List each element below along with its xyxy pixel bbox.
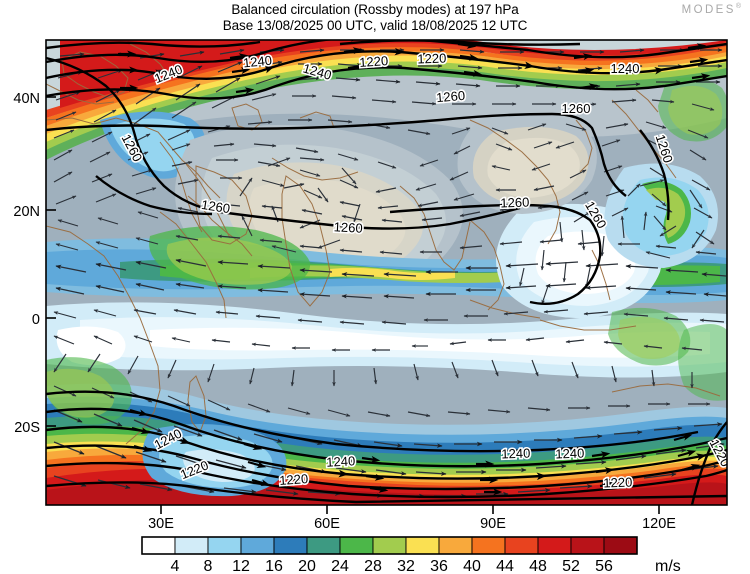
colorbar-frame	[141, 536, 638, 555]
x-tick-label: 90E	[480, 516, 506, 532]
svg-text:1260: 1260	[562, 101, 591, 116]
colorbar-tick-label: 4	[171, 558, 180, 574]
map-panel: 1240 1240 1240 1220 1220 1240 1260 1260 …	[13, 39, 728, 532]
x-tick-label: 60E	[314, 516, 340, 532]
colorbar-swatch	[273, 536, 308, 555]
brand-text: MODES	[681, 3, 736, 16]
svg-text:1220: 1220	[417, 51, 446, 67]
y-tick-label: 40N	[13, 91, 40, 107]
colorbar-tick-label: 52	[562, 558, 580, 574]
svg-text:1260: 1260	[200, 197, 231, 216]
svg-text:1240: 1240	[611, 61, 640, 76]
colorbar-swatch	[405, 536, 440, 555]
colorbar-tick-labels: 4 8 12 16 20 24 28 32 36 40 44 48 52 56	[171, 558, 613, 574]
colorbar-swatch	[141, 536, 176, 555]
colorbar-tick-label: 56	[595, 558, 613, 574]
svg-text:1240: 1240	[326, 453, 356, 469]
colorbar-tick-label: 40	[463, 558, 481, 574]
colorbar-swatch	[306, 536, 341, 555]
y-axis-labels: 40N 20N 0 20S	[13, 91, 40, 436]
axis-ticks	[46, 96, 660, 514]
contour-flow-arrows	[118, 40, 711, 496]
geopotential-contours	[46, 40, 727, 505]
colorbar-tick-label: 12	[232, 558, 250, 574]
svg-text:1240: 1240	[555, 446, 584, 462]
x-tick-label: 120E	[642, 516, 676, 532]
y-tick-label: 20S	[14, 420, 40, 436]
colorbar-units: m/s	[655, 558, 681, 574]
svg-text:1260: 1260	[333, 219, 363, 235]
colorbar: 4 8 12 16 20 24 28 32 36 40 44 48 52 56 m/s	[141, 536, 681, 574]
svg-text:1220: 1220	[359, 53, 389, 70]
colorbar-swatch	[174, 536, 209, 555]
colorbar-tick-label: 48	[529, 558, 547, 574]
colorbar-tick-label: 44	[496, 558, 514, 574]
colorbar-swatch	[570, 536, 605, 555]
x-tick-label: 30E	[148, 516, 174, 532]
colorbar-swatch	[372, 536, 407, 555]
y-tick-label: 20N	[13, 204, 40, 220]
svg-text:1240: 1240	[501, 446, 530, 462]
colorbar-tick-label: 36	[430, 558, 448, 574]
svg-text:1220: 1220	[603, 475, 632, 491]
svg-text:1260: 1260	[436, 88, 466, 105]
colorbar-swatch	[438, 536, 473, 555]
colorbar-swatch	[240, 536, 275, 555]
colorbar-tick-label: 20	[298, 558, 316, 574]
map-field: 1240 1240 1240 1220 1220 1240 1260 1260 …	[46, 40, 727, 505]
colorbar-swatch	[603, 536, 638, 555]
coastlines	[46, 43, 721, 445]
colorbar-swatch	[504, 536, 539, 555]
colorbar-swatch	[537, 536, 572, 555]
colorbar-swatch	[471, 536, 506, 555]
colorbar-swatch	[207, 536, 242, 555]
colorbar-tick-label: 24	[331, 558, 349, 574]
registered-mark: ®	[735, 3, 741, 10]
x-axis-labels: 30E 60E 90E 120E	[148, 516, 676, 532]
plot-frame	[45, 39, 728, 506]
wind-vectors	[53, 47, 727, 499]
colorbar-tick-label: 8	[204, 558, 213, 574]
modes-logo: MODES®	[682, 3, 741, 16]
y-tick-label: 0	[32, 312, 40, 328]
svg-text:1240: 1240	[242, 53, 272, 71]
colorbar-tick-label: 32	[397, 558, 415, 574]
svg-text:1260: 1260	[500, 195, 529, 211]
colorbar-swatches	[141, 536, 638, 555]
colorbar-swatch	[339, 536, 374, 555]
colorbar-tick-label: 28	[364, 558, 382, 574]
svg-text:1220: 1220	[279, 471, 309, 488]
colorbar-tick-label: 16	[265, 558, 283, 574]
